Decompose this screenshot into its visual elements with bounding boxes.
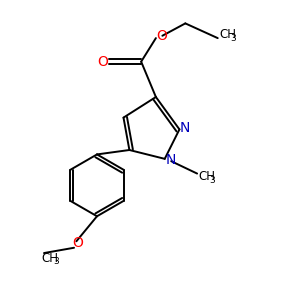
Text: N: N (180, 121, 190, 135)
Text: CH: CH (42, 252, 58, 265)
Text: 3: 3 (230, 34, 236, 43)
Text: 3: 3 (53, 257, 58, 266)
Text: CH: CH (219, 28, 236, 41)
Text: N: N (166, 153, 176, 167)
Text: O: O (97, 55, 108, 69)
Text: CH: CH (199, 170, 216, 183)
Text: O: O (72, 236, 83, 250)
Text: O: O (156, 29, 167, 43)
Text: 3: 3 (209, 176, 215, 184)
